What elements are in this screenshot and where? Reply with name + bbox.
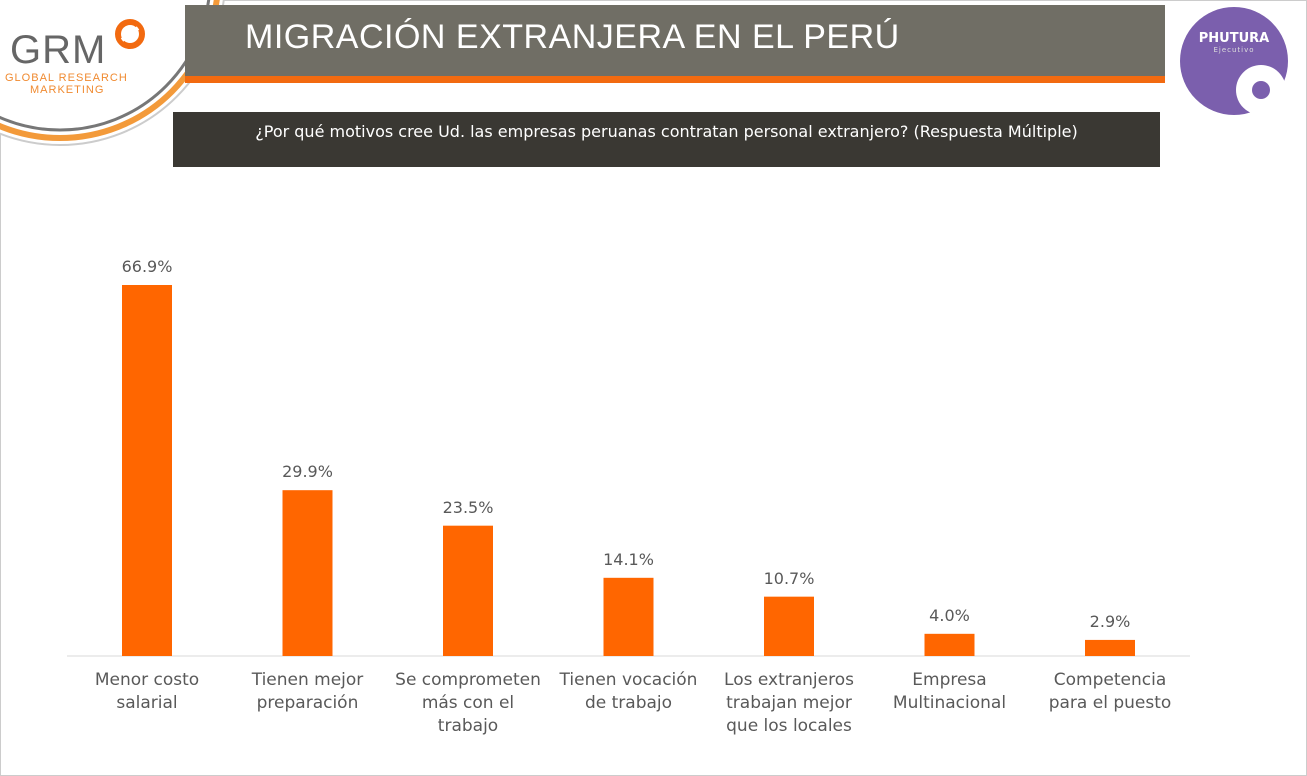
category-label: Tienen vocación de trabajo [549, 669, 709, 715]
data-label: 14.1% [603, 549, 654, 569]
category-label-line: Competencia [1053, 670, 1167, 690]
category-label-line: de trabajo [584, 693, 673, 713]
data-label: 2.9% [1089, 611, 1131, 631]
category-label-line: Multinacional [892, 693, 1007, 713]
bar [443, 525, 493, 656]
category-label-line: salarial [116, 693, 178, 713]
bar [603, 577, 654, 656]
grm-logo-icon [115, 19, 145, 49]
grm-logo-arc [0, 0, 225, 146]
data-label: 66.9% [121, 257, 173, 276]
category-label-line: Tienen mejor [251, 670, 364, 690]
data-label: 23.5% [442, 497, 494, 517]
page-title: MIGRACIÓN EXTRANJERA EN EL PERÚ [245, 18, 900, 56]
category-label-line: para el puesto [1048, 693, 1172, 713]
category-label: Se comprometen más con el trabajo [388, 669, 548, 738]
phutura-logo-text: PHUTURA [1198, 31, 1270, 46]
category-label: Competencia para el puesto [1030, 669, 1190, 715]
data-label: 4.0% [929, 605, 970, 625]
header-bar [185, 5, 1165, 76]
bar [122, 285, 172, 656]
bar [282, 490, 333, 656]
category-label-line: Los extranjeros [724, 670, 854, 690]
category-label: Menor costo salarial [67, 669, 227, 715]
bar [764, 596, 814, 656]
phutura-logo-subtitle: Ejecutivo [1213, 46, 1255, 54]
survey-question: ¿Por qué motivos cree Ud. las empresas p… [173, 112, 1160, 167]
category-label-line: que los locales [726, 716, 852, 736]
category-label-line: Se comprometen [395, 670, 541, 690]
data-label: 29.9% [282, 462, 333, 482]
header-accent-line [185, 76, 1165, 83]
category-label: Tienen mejor preparación [228, 669, 388, 715]
category-label-line: trabajan mejor [726, 693, 852, 713]
category-label-line: más con el [421, 693, 515, 713]
category-label: Empresa Multinacional [870, 669, 1030, 715]
category-label-line: trabajo [437, 716, 499, 736]
grm-logo-text: GRM [10, 28, 107, 72]
category-label-line: preparación [256, 693, 359, 713]
data-label: 10.7% [763, 568, 815, 588]
category-label-line: Empresa [912, 670, 987, 690]
phutura-logo [1180, 7, 1288, 115]
bar [1085, 639, 1135, 656]
category-label-line: Tienen vocación [559, 670, 698, 690]
category-label: Los extranjeros trabajan mejor que los loc… [709, 669, 869, 738]
grm-logo-subtitle-2: MARKETING [30, 84, 105, 96]
grm-logo-subtitle: GLOBAL RESEARCH [5, 72, 128, 84]
category-label-line: Menor costo [94, 670, 200, 690]
bar [924, 633, 975, 656]
